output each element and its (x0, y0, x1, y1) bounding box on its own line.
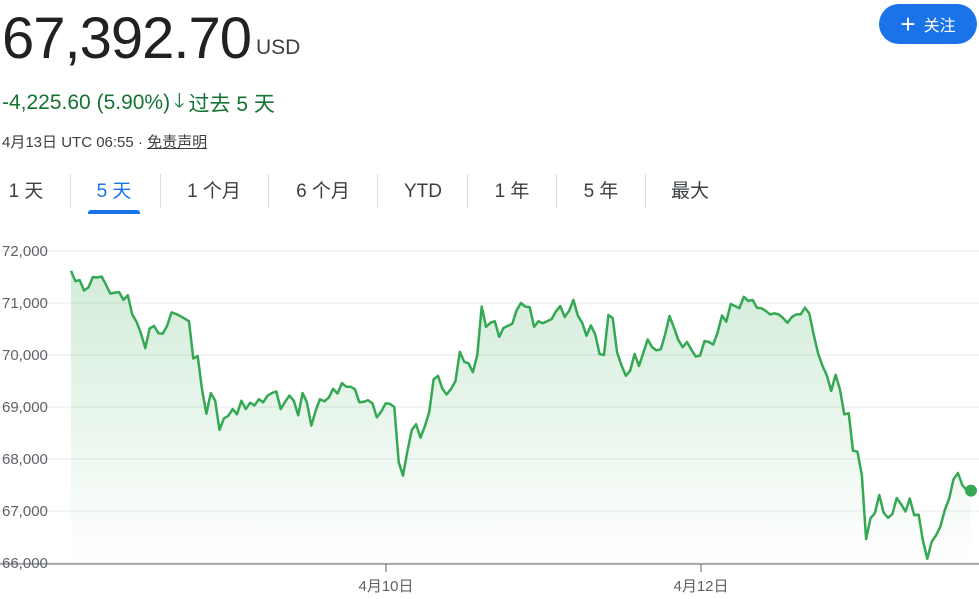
timestamp: 4月13日 UTC 06:55 (2, 134, 134, 151)
last-price-dot (965, 484, 977, 497)
tab-5d[interactable]: 5 天 (88, 170, 140, 214)
timestamp-line: 4月13日 UTC 06:55 · 免责声明 (2, 131, 207, 152)
tab-max[interactable]: 最大 (670, 181, 709, 202)
y-tick-label: 72,000 (2, 243, 48, 260)
tab-divider (70, 174, 71, 208)
tab-divider (160, 174, 161, 208)
tab-5y[interactable]: 5 年 (583, 181, 619, 202)
current-price: 67,392.70 (2, 6, 252, 71)
range-tabs: 1 天 5 天 1 个月 6 个月 YTD 1 年 5 年 最大 (0, 170, 979, 214)
tab-1y[interactable]: 1 年 (494, 181, 530, 202)
y-tick-label: 70,000 (2, 347, 48, 364)
price-chart[interactable]: 72,00071,00070,00069,00068,00067,00066,0… (0, 230, 979, 599)
disclaimer-link[interactable]: 免责声明 (147, 134, 208, 151)
y-tick-label: 68,000 (2, 451, 48, 468)
series-line (69, 270, 972, 561)
arrow-down-icon: 🡓 (174, 90, 185, 112)
tab-divider (556, 174, 557, 208)
change-period: 过去 5 天 (188, 93, 275, 116)
x-axis: 4月10日 4月12日 (358, 564, 729, 595)
area-fill (71, 270, 971, 563)
tab-divider (377, 174, 378, 208)
y-axis: 72,00071,00070,00069,00068,00067,00066,0… (2, 243, 48, 572)
tab-divider (645, 174, 646, 208)
tab-6m[interactable]: 6 个月 (296, 181, 350, 202)
separator: · (133, 134, 148, 151)
plus-icon: + (900, 9, 916, 39)
currency-label: USD (256, 36, 301, 59)
tab-divider (467, 174, 468, 208)
x-tick-label: 4月10日 (358, 578, 413, 595)
y-tick-label: 67,000 (2, 503, 48, 520)
x-tick-label: 4月12日 (673, 578, 728, 595)
y-tick-label: 71,000 (2, 295, 48, 312)
tab-divider (268, 174, 269, 208)
price-change: -4,225.60 (5.90%) 🡓 过去 5 天 (2, 86, 275, 120)
follow-button[interactable]: + 关注 (879, 4, 977, 44)
y-tick-label: 69,000 (2, 399, 48, 416)
tab-1m[interactable]: 1 个月 (187, 181, 241, 202)
tab-ytd[interactable]: YTD (404, 181, 442, 202)
change-value: -4,225.60 (5.90%) (2, 91, 171, 114)
follow-label: 关注 (923, 18, 956, 35)
tab-1d[interactable]: 1 天 (8, 181, 44, 202)
